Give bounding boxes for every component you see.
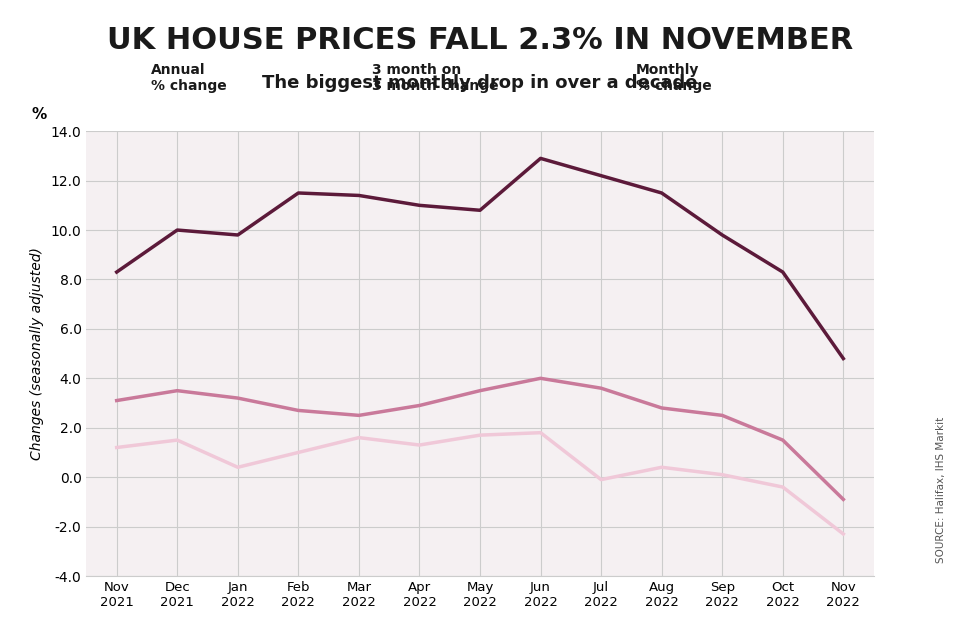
Text: Monthly
% change: Monthly % change	[636, 63, 711, 93]
Text: Annual
% change: Annual % change	[151, 63, 227, 93]
Text: 3 month on
3 month change: 3 month on 3 month change	[372, 63, 498, 93]
Text: UK HOUSE PRICES FALL 2.3% IN NOVEMBER: UK HOUSE PRICES FALL 2.3% IN NOVEMBER	[107, 26, 853, 54]
Text: The biggest monthly drop in over a decade: The biggest monthly drop in over a decad…	[262, 74, 698, 92]
Y-axis label: Changes (seasonally adjusted): Changes (seasonally adjusted)	[30, 247, 44, 460]
Text: %: %	[32, 108, 46, 122]
Text: SOURCE: Halifax, IHS Markit: SOURCE: Halifax, IHS Markit	[936, 417, 946, 563]
